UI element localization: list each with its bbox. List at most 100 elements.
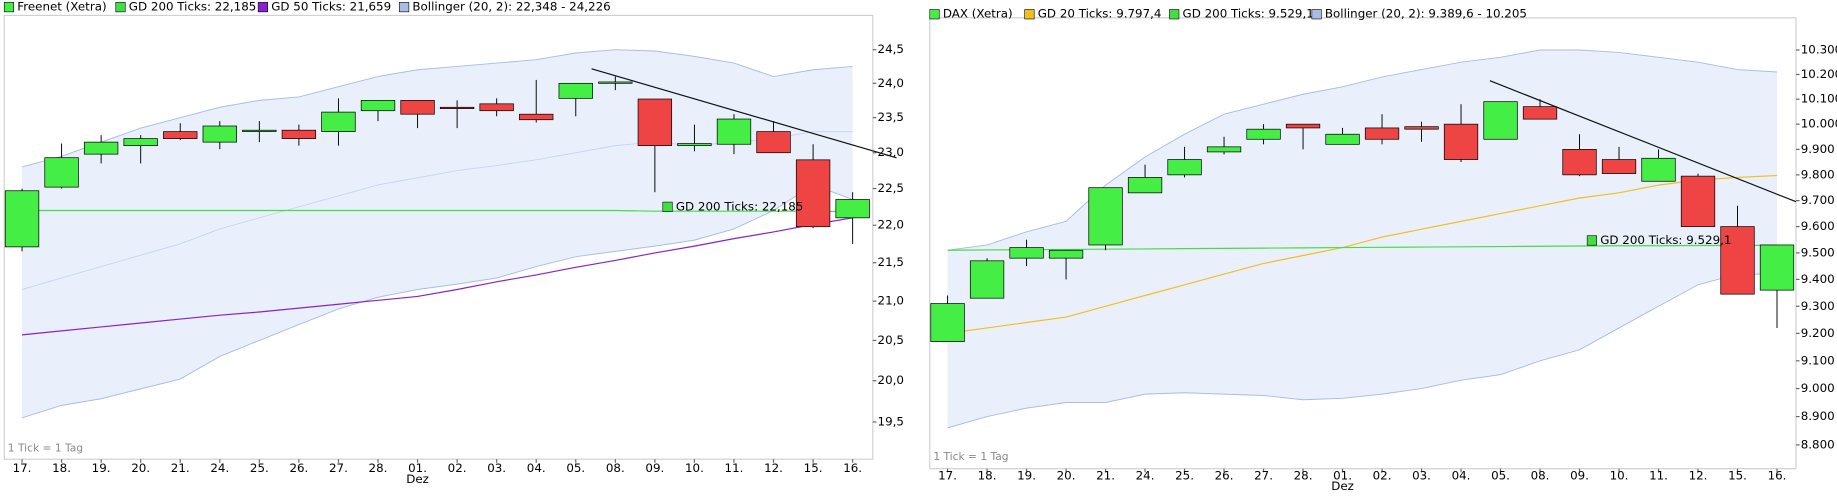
x-tick-label: 01. bbox=[1333, 468, 1352, 482]
candle-body bbox=[1009, 247, 1044, 259]
x-tick-label: 02. bbox=[448, 461, 467, 475]
x-tick-label: 28. bbox=[369, 461, 388, 475]
x-tick-label: 05. bbox=[1491, 468, 1510, 482]
x-tick-label: 20. bbox=[131, 461, 150, 475]
x-tick-label: 25. bbox=[1175, 468, 1194, 482]
bollinger-upper bbox=[21, 49, 853, 168]
x-tick-label: 19. bbox=[1017, 468, 1036, 482]
x-tick-label: 09. bbox=[1570, 468, 1589, 482]
candle-body bbox=[1759, 244, 1795, 291]
x-tick-label: 24. bbox=[1136, 468, 1155, 482]
candle-body bbox=[1522, 106, 1558, 120]
candle-body bbox=[83, 141, 119, 155]
x-tick-label: 26. bbox=[1215, 468, 1234, 482]
month-label: Dez bbox=[1331, 479, 1354, 493]
candle-body bbox=[930, 303, 965, 342]
legend-swatch bbox=[257, 2, 268, 13]
candle-body bbox=[756, 131, 791, 154]
x-tick-label: 15. bbox=[1728, 468, 1747, 482]
x-tick-label: 12. bbox=[1689, 468, 1708, 482]
x-tick-label: 25. bbox=[250, 461, 269, 475]
y-tick-label: 19,5 bbox=[878, 414, 904, 428]
x-tick-label: 04. bbox=[527, 461, 546, 475]
y-tick-label: 20,0 bbox=[878, 373, 904, 387]
x-tick-label: 01. bbox=[408, 461, 427, 475]
tick-note: 1 Tick = 1 Tag bbox=[8, 442, 83, 455]
x-tick-label: 18. bbox=[52, 461, 71, 475]
x-tick-label: 10. bbox=[685, 461, 704, 475]
candle-body bbox=[1127, 177, 1163, 194]
x-tick-label: 10. bbox=[1610, 468, 1629, 482]
y-tick-label: 9.500 bbox=[1801, 245, 1835, 259]
candle-body bbox=[1443, 123, 1479, 160]
candle-body bbox=[44, 157, 79, 188]
tick-note: 1 Tick = 1 Tag bbox=[933, 450, 1008, 463]
candle-body bbox=[123, 138, 158, 147]
legend-label: GD 200 Ticks: 9.529,1 bbox=[1183, 7, 1314, 21]
legend-label: GD 200 Ticks: 22,185 bbox=[129, 0, 257, 14]
x-tick-label: 28. bbox=[1294, 468, 1313, 482]
line-label-swatch bbox=[1586, 235, 1597, 246]
y-tick-label: 21,0 bbox=[878, 294, 904, 308]
y-tick-label: 8.800 bbox=[1801, 437, 1835, 451]
line-label: GD 200 Ticks: 22,185 bbox=[676, 199, 804, 213]
bollinger-upper bbox=[947, 49, 1778, 251]
line-label-swatch bbox=[662, 201, 673, 212]
candle-body bbox=[1562, 149, 1597, 176]
x-tick-label: 08. bbox=[606, 461, 625, 475]
x-tick-label: 08. bbox=[1531, 468, 1550, 482]
y-tick-label: 9.200 bbox=[1801, 326, 1835, 340]
x-tick-label: 17. bbox=[13, 461, 32, 475]
candle-body bbox=[242, 129, 277, 132]
candle-body bbox=[1206, 146, 1242, 153]
trend-line bbox=[591, 68, 897, 159]
candle-body bbox=[479, 103, 514, 112]
y-tick-label: 9.600 bbox=[1801, 219, 1835, 233]
y-tick-label: 21,5 bbox=[878, 255, 904, 269]
candle-body bbox=[795, 159, 831, 228]
y-tick-label: 9.800 bbox=[1801, 167, 1835, 181]
candle-body bbox=[677, 143, 712, 147]
y-tick-label: 24,5 bbox=[878, 42, 904, 56]
candle-body bbox=[4, 190, 40, 248]
candle-body bbox=[598, 81, 633, 84]
y-tick-label: 9.300 bbox=[1801, 299, 1835, 313]
x-tick-label: 21. bbox=[171, 461, 190, 475]
legend-label: GD 20 Ticks: 9.797,4 bbox=[1038, 7, 1162, 21]
y-tick-label: 23,5 bbox=[878, 110, 904, 124]
y-tick-label: 9.000 bbox=[1801, 381, 1835, 395]
x-tick-label: 17. bbox=[938, 468, 957, 482]
candle-body bbox=[1483, 101, 1518, 140]
legend-label: Bollinger (20, 2): 9.389,6 - 10.205 bbox=[1325, 7, 1527, 21]
line-label: GD 200 Ticks: 9.529,1 bbox=[1600, 233, 1731, 247]
legend-swatch bbox=[1311, 9, 1322, 20]
candle-body bbox=[1088, 187, 1123, 246]
x-tick-label: 03. bbox=[487, 461, 506, 475]
candle-body bbox=[400, 100, 435, 115]
x-tick-label: 04. bbox=[1452, 468, 1471, 482]
candle-body bbox=[519, 113, 554, 121]
y-tick-label: 10.300 bbox=[1801, 42, 1837, 56]
legend-swatch bbox=[3, 2, 15, 13]
candle-body bbox=[439, 106, 475, 110]
candle-body bbox=[1048, 249, 1084, 259]
x-tick-label: 11. bbox=[1649, 468, 1668, 482]
candle-body bbox=[1325, 133, 1360, 145]
candle-body bbox=[1246, 128, 1281, 140]
legend-swatch bbox=[1169, 9, 1180, 20]
candle-body bbox=[1364, 127, 1400, 140]
x-tick-label: 21. bbox=[1096, 468, 1115, 482]
candle-body bbox=[558, 82, 593, 99]
candle-body bbox=[1680, 175, 1716, 227]
bollinger-fill bbox=[947, 49, 1778, 428]
candle-body bbox=[360, 100, 396, 112]
y-tick-label: 10.000 bbox=[1801, 117, 1837, 131]
moving-average bbox=[22, 209, 853, 213]
legend-label: GD 50 Ticks: 21,659 bbox=[271, 0, 391, 14]
x-tick-label: 15. bbox=[804, 461, 823, 475]
bollinger-lower bbox=[947, 273, 1778, 429]
month-label: Dez bbox=[406, 472, 429, 486]
moving-average bbox=[947, 174, 1778, 334]
candle-body bbox=[1167, 159, 1202, 176]
